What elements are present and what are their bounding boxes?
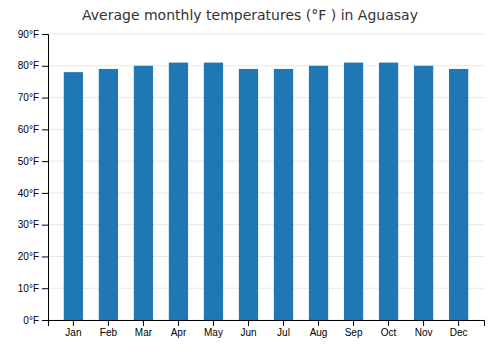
x-tick-label: Oct [381, 327, 397, 338]
tick-mark [283, 320, 284, 326]
tick-mark [213, 320, 214, 326]
tick-mark [318, 320, 319, 326]
x-tick: Apr [171, 320, 187, 338]
y-tick: 0°F [23, 315, 48, 326]
y-tick: 10°F [18, 283, 48, 294]
grid-line [48, 34, 484, 35]
x-tick-label: May [204, 327, 223, 338]
y-tick-label: 50°F [18, 156, 39, 167]
tick-mark [42, 161, 48, 162]
x-tick-label: Jun [240, 327, 256, 338]
tick-mark [42, 256, 48, 257]
x-tick: Jan [65, 320, 81, 338]
x-tick-label: Jul [277, 327, 290, 338]
tick-mark [42, 98, 48, 99]
tick-mark [178, 320, 179, 326]
y-axis: 0°F 10°F 20°F 30°F 40°F 50°F 60°F 70°F 80°F 90°F [18, 29, 49, 326]
axis-line [42, 35, 49, 321]
tick-mark [42, 288, 48, 289]
x-tick: Jun [240, 320, 256, 338]
y-tick: 30°F [18, 219, 48, 230]
y-tick-label: 90°F [18, 29, 39, 40]
y-tick-label: 40°F [18, 188, 39, 199]
tick-mark [42, 193, 48, 194]
tick-mark [388, 320, 389, 326]
bar [274, 69, 293, 320]
tick-mark [458, 320, 459, 326]
y-tick-label: 70°F [18, 92, 39, 103]
tick-mark [42, 225, 48, 226]
x-tick: Mar [135, 320, 153, 338]
tick-mark [42, 129, 48, 130]
bar [344, 63, 363, 320]
y-tick: 90°F [18, 29, 48, 40]
tick-mark [353, 320, 354, 326]
y-tick-label: 0°F [23, 315, 39, 326]
tick-mark [248, 320, 249, 326]
y-tick: 20°F [18, 251, 48, 262]
x-tick: Aug [310, 320, 328, 338]
bar [449, 69, 468, 320]
tick-mark [42, 320, 48, 321]
bar [204, 63, 223, 320]
x-tick-label: Aug [310, 327, 328, 338]
bar [169, 63, 188, 320]
y-tick-label: 30°F [18, 219, 39, 230]
x-tick-label: Sep [345, 327, 363, 338]
x-tick-label: Dec [450, 327, 468, 338]
bar [99, 69, 118, 320]
bar [64, 72, 83, 320]
y-tick-label: 80°F [18, 60, 39, 71]
tick-mark [42, 34, 48, 35]
tick-mark [108, 320, 109, 326]
x-tick: Oct [381, 320, 397, 338]
tick-mark [42, 66, 48, 67]
x-tick: Feb [100, 320, 118, 338]
tick-mark [73, 320, 74, 326]
x-tick-label: Jan [65, 327, 81, 338]
y-tick-label: 20°F [18, 251, 39, 262]
x-axis: Jan Feb Mar Apr May Jun Jul Aug Sep Oct Nov Dec [49, 320, 485, 338]
bars [64, 63, 468, 320]
plot: Jan Feb Mar Apr May Jun Jul Aug Sep Oct Nov Dec 0°F 1… [18, 29, 485, 338]
x-tick: Sep [345, 320, 363, 338]
x-tick-label: Mar [135, 327, 153, 338]
x-tick-label: Apr [171, 327, 187, 338]
y-tick: 50°F [18, 156, 48, 167]
tick-mark [143, 320, 144, 326]
x-tick: May [204, 320, 223, 338]
x-tick: Jul [277, 320, 290, 338]
y-tick: 70°F [18, 92, 48, 103]
grid [48, 34, 484, 320]
x-tick: Dec [450, 320, 468, 338]
chart: Average monthly temperatures (°F ) in Ag… [0, 0, 500, 350]
x-tick: Nov [415, 320, 433, 338]
title: Average monthly temperatures (°F ) in Ag… [82, 7, 418, 23]
bar [414, 66, 433, 320]
y-tick: 40°F [18, 188, 48, 199]
bar [239, 69, 258, 320]
bar [379, 63, 398, 320]
y-tick: 80°F [18, 60, 48, 71]
y-tick-label: 60°F [18, 124, 39, 135]
tick-mark [423, 320, 424, 326]
axis-line [49, 321, 485, 327]
bar [309, 66, 328, 320]
y-tick: 60°F [18, 124, 48, 135]
x-tick-label: Feb [100, 327, 118, 338]
y-tick-label: 10°F [18, 283, 39, 294]
x-tick-label: Nov [415, 327, 433, 338]
bar [134, 66, 153, 320]
